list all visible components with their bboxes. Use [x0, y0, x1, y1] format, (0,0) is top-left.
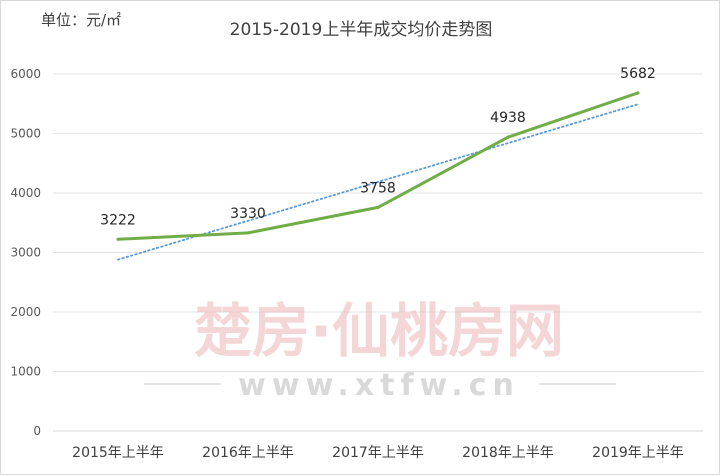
watermark: 楚房·仙桃房网 www.xtfw.cn — [144, 297, 616, 403]
data-point — [116, 237, 120, 241]
data-label: 3222 — [100, 212, 136, 228]
data-label: 3758 — [360, 180, 396, 196]
x-tick-label: 2017年上半年 — [332, 445, 424, 461]
y-tick-label: 6000 — [10, 67, 41, 81]
watermark-site: www.xtfw.cn — [238, 368, 520, 403]
data-label: 4938 — [490, 110, 526, 126]
data-label: 3330 — [230, 206, 266, 222]
y-tick-label: 2000 — [10, 305, 41, 319]
y-tick-label: 1000 — [10, 365, 41, 379]
series — [116, 91, 640, 241]
y-tick-label: 5000 — [10, 127, 41, 141]
x-axis-labels: 2015年上半年 2016年上半年 2017年上半年 2018年上半年 2019年上半年 — [72, 445, 684, 461]
y-tick-label: 0 — [33, 424, 41, 438]
chart-title: 2015-2019上半年成交均价走势图 — [229, 20, 493, 40]
y-tick-label: 4000 — [10, 186, 41, 200]
y-axis-ticks: 0 1000 2000 3000 4000 5000 6000 — [10, 67, 41, 438]
unit-label: 单位：元/㎡ — [41, 11, 122, 29]
x-tick-label: 2016年上半年 — [202, 445, 294, 461]
data-point — [246, 231, 250, 235]
x-tick-label: 2019年上半年 — [592, 445, 684, 461]
data-labels: 3222 3330 3758 4938 5682 — [100, 66, 656, 228]
data-point — [636, 91, 640, 95]
data-label: 5682 — [620, 66, 656, 82]
data-point — [506, 135, 510, 139]
series-line — [116, 91, 640, 241]
x-tick-label: 2018年上半年 — [462, 445, 554, 461]
watermark-brand: 楚房·仙桃房网 — [194, 297, 564, 365]
gridlines — [53, 73, 703, 432]
y-tick-label: 3000 — [10, 246, 41, 260]
x-tick-label: 2015年上半年 — [72, 445, 164, 461]
data-point — [376, 205, 380, 209]
